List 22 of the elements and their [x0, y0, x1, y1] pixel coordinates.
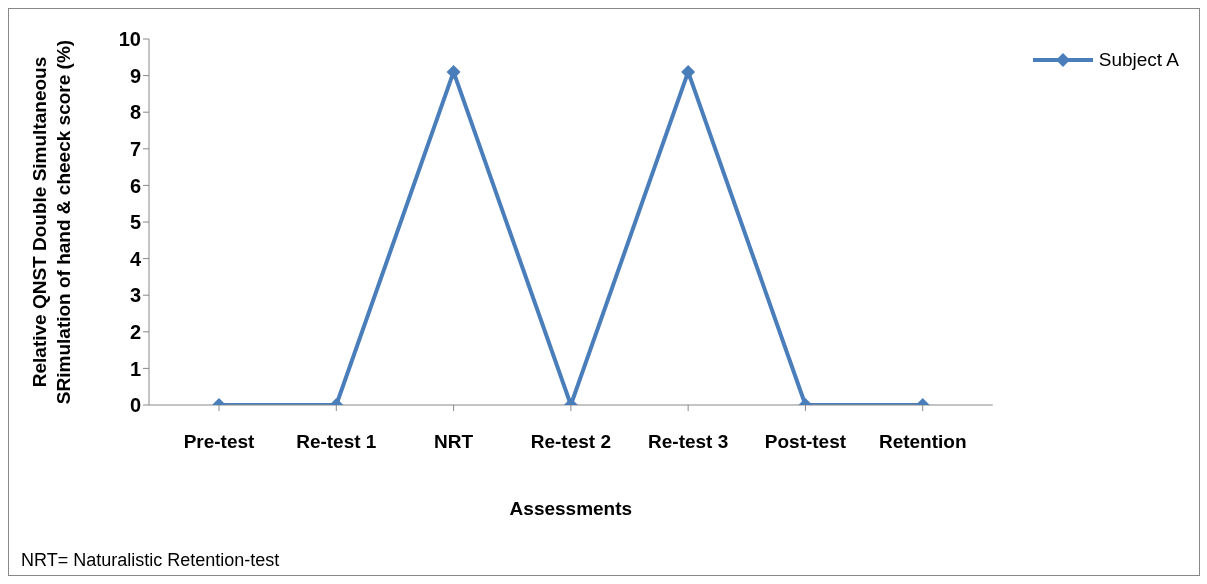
x-tick-label: NRT: [434, 431, 474, 453]
x-tick-label: Re-test 1: [296, 431, 377, 453]
y-tick-label: 4: [129, 247, 142, 270]
x-tick-label: Re-test 2: [530, 431, 611, 453]
x-tick-label: Post-test: [764, 431, 847, 453]
x-tick-label: Pre-test: [183, 431, 256, 453]
x-tick-label: Re-test 3: [648, 431, 729, 453]
y-tick-label: 9: [129, 64, 141, 87]
y-tick-label: 10: [118, 28, 141, 51]
y-axis-title: Relative QNST Double Simultaneous SRimulation of hand & cheeck score (%): [29, 39, 74, 405]
y-tick-label: 7: [129, 137, 141, 160]
y-tick-label: 5: [129, 211, 141, 234]
y-tick-label: 3: [129, 284, 141, 307]
x-tick-label: Retention: [878, 431, 967, 453]
y-tick-label: 6: [129, 174, 141, 197]
y-tick-label: 1: [129, 357, 141, 380]
y-tick-label: 0: [129, 394, 141, 417]
legend-label: Subject A: [1098, 49, 1179, 71]
y-tick-label: 2: [129, 320, 141, 343]
text: NRT= Naturalistic Retention-test: [21, 550, 280, 571]
x-axis-title: Assessments: [509, 498, 633, 519]
y-tick-label: 8: [129, 101, 141, 124]
